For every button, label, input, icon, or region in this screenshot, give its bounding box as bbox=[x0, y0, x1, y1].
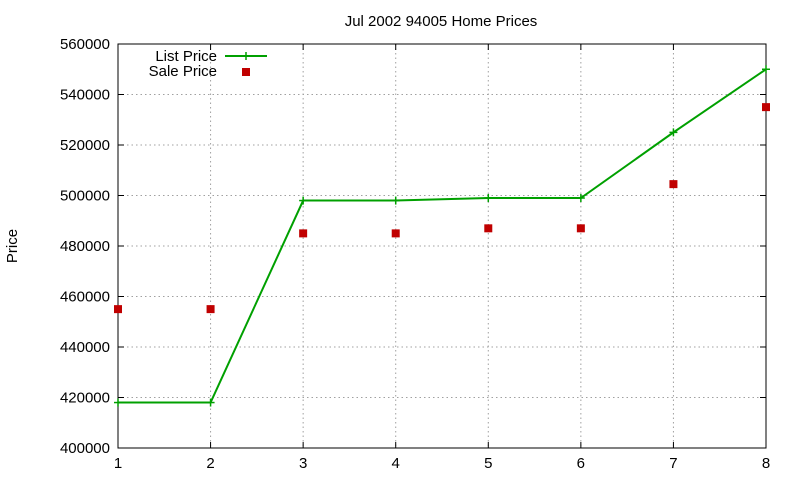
legend-swatch-list-price-marker bbox=[242, 52, 250, 60]
x-tick-label: 1 bbox=[114, 455, 122, 472]
y-tick-label: 520000 bbox=[60, 137, 110, 154]
legend-label-sale-price: Sale Price bbox=[149, 63, 217, 80]
y-axis-label: Price bbox=[4, 229, 21, 263]
y-tick-label: 500000 bbox=[60, 188, 110, 205]
y-tick-label: 480000 bbox=[60, 238, 110, 255]
sale-price-point bbox=[669, 180, 678, 189]
sale-price-point bbox=[114, 305, 122, 314]
y-tick-label: 460000 bbox=[60, 289, 110, 306]
x-axis-tick-labels: 1 2 3 4 5 6 7 8 bbox=[114, 455, 770, 472]
list-price-line bbox=[118, 68, 767, 404]
data-series bbox=[114, 65, 770, 407]
x-tick-label: 7 bbox=[669, 455, 677, 472]
sale-price-point bbox=[762, 103, 770, 112]
chart-title: Jul 2002 94005 Home Prices bbox=[345, 13, 538, 30]
x-tick-label: 5 bbox=[484, 455, 492, 472]
y-tick-label: 400000 bbox=[60, 440, 110, 457]
y-axis-tick-labels: 400000 420000 440000 460000 480000 500000 5200… bbox=[60, 36, 110, 457]
axis-ticks bbox=[117, 43, 767, 449]
y-tick-label: 540000 bbox=[60, 87, 110, 104]
sale-price-point bbox=[484, 224, 493, 233]
y-tick-label: 560000 bbox=[60, 36, 110, 53]
legend-swatch-sale-price-marker bbox=[242, 68, 250, 76]
sale-price-point bbox=[299, 229, 308, 238]
sale-price-point bbox=[391, 229, 400, 238]
legend: List Price Sale Price bbox=[149, 48, 267, 80]
legend-label-list-price: List Price bbox=[155, 48, 217, 65]
x-tick-label: 3 bbox=[299, 455, 307, 472]
x-tick-label: 6 bbox=[577, 455, 585, 472]
y-tick-label: 420000 bbox=[60, 390, 110, 407]
sale-price-point bbox=[206, 305, 215, 314]
y-tick-label: 440000 bbox=[60, 339, 110, 356]
x-tick-label: 2 bbox=[206, 455, 214, 472]
sale-price-point bbox=[576, 224, 585, 233]
x-tick-label: 8 bbox=[762, 455, 770, 472]
x-tick-label: 4 bbox=[392, 455, 400, 472]
grid-lines bbox=[118, 44, 766, 448]
